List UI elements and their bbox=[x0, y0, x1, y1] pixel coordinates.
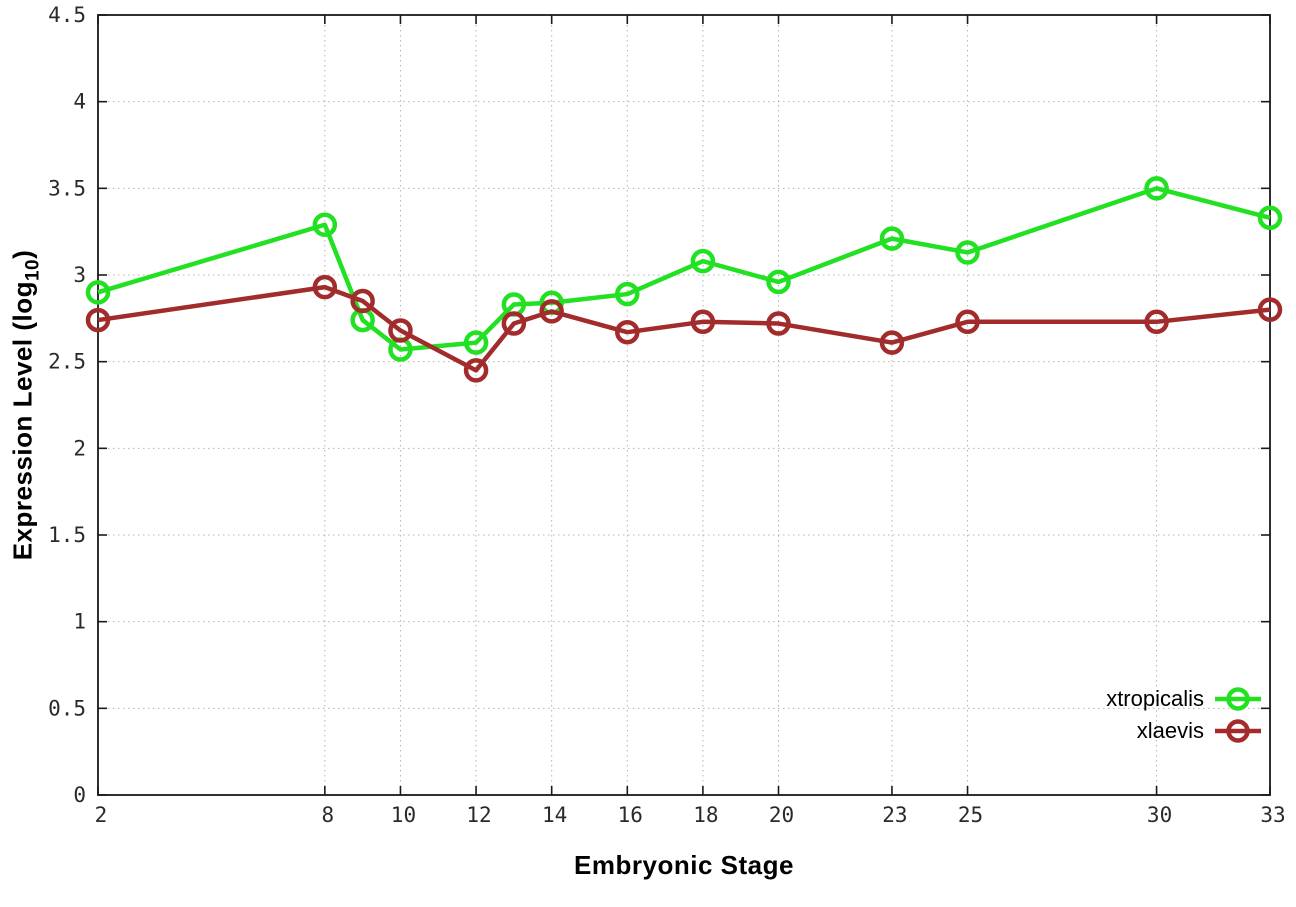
x-tick-label-18: 18 bbox=[693, 803, 718, 827]
y-tick-label-0.5: 0.5 bbox=[48, 696, 86, 720]
series-xlaevis-marker-2 bbox=[85, 307, 111, 333]
legend: xtropicalis xlaevis bbox=[1106, 684, 1262, 746]
y-tick-label-4: 4 bbox=[73, 90, 86, 114]
series-xlaevis-marker-9 bbox=[350, 288, 375, 314]
y-tick-label-1: 1 bbox=[73, 610, 86, 634]
series-xtropicalis-marker-30 bbox=[1144, 176, 1169, 201]
series-xlaevis-marker-14 bbox=[539, 299, 564, 324]
series-xtropicalis-marker-20 bbox=[766, 269, 791, 295]
x-tick-label-14: 14 bbox=[542, 803, 567, 827]
series-xlaevis-marker-8 bbox=[312, 274, 338, 300]
y-tick-label-0: 0 bbox=[73, 783, 86, 807]
legend-label-xtropicalis: xtropicalis bbox=[1106, 686, 1204, 711]
y-tick-label-3.5: 3.5 bbox=[48, 176, 86, 200]
y-tick-label-1.5: 1.5 bbox=[48, 523, 86, 547]
y-tick-label-2.5: 2.5 bbox=[48, 350, 86, 374]
series-xtropicalis-marker-12 bbox=[463, 330, 489, 355]
legend-marker-xlaevis bbox=[1215, 719, 1261, 743]
y-axis-title: Expression Level (log10) bbox=[8, 250, 45, 561]
series-xlaevis-line bbox=[97, 284, 1271, 373]
y-axis-title-suffix: ) bbox=[7, 249, 38, 259]
y-axis-title-subscript: 10 bbox=[22, 258, 44, 282]
y-tick-label-2: 2 bbox=[73, 436, 86, 460]
series-xtropicalis-marker-2 bbox=[85, 280, 111, 305]
legend-item-xlaevis: xlaevis bbox=[1137, 716, 1262, 746]
series-xlaevis-marker-20 bbox=[766, 311, 791, 336]
x-tick-label-20: 20 bbox=[769, 803, 794, 827]
x-tick-label-12: 12 bbox=[466, 803, 491, 827]
series-xlaevis-marker-25 bbox=[955, 309, 980, 335]
series-xlaevis-marker-10 bbox=[388, 318, 413, 343]
x-axis-title: Embryonic Stage bbox=[574, 850, 794, 880]
series-xlaevis-marker-33 bbox=[1257, 297, 1283, 322]
series-xlaevis-marker-18 bbox=[690, 309, 716, 335]
x-tick-label-10: 10 bbox=[391, 803, 416, 827]
x-tick-label-2: 2 bbox=[95, 803, 108, 827]
x-tick-label-23: 23 bbox=[882, 803, 907, 827]
legend-marker-xtropicalis bbox=[1215, 687, 1261, 711]
legend-label-xlaevis: xlaevis bbox=[1136, 718, 1204, 743]
legend-item-xtropicalis: xtropicalis bbox=[1106, 684, 1262, 714]
series-xtropicalis-marker-33 bbox=[1257, 205, 1283, 231]
y-axis-title-text: Expression Level (log bbox=[7, 281, 38, 561]
y-tick-label-4.5: 4.5 bbox=[48, 3, 86, 27]
series-xtropicalis-marker-16 bbox=[615, 281, 640, 307]
x-tick-label-33: 33 bbox=[1260, 803, 1285, 827]
series-xlaevis-marker-13 bbox=[501, 311, 527, 336]
series-xlaevis-marker-30 bbox=[1144, 309, 1169, 335]
x-tick-label-30: 30 bbox=[1147, 803, 1172, 827]
series-xtropicalis-marker-23 bbox=[879, 226, 905, 251]
series-xlaevis-marker-12 bbox=[463, 358, 489, 383]
x-tick-label-8: 8 bbox=[322, 803, 335, 827]
plot-border bbox=[97, 14, 1271, 796]
series-xlaevis-marker-16 bbox=[615, 319, 640, 345]
series-xlaevis-marker-23 bbox=[879, 330, 905, 355]
x-tick-label-25: 25 bbox=[958, 803, 983, 827]
y-tick-label-3: 3 bbox=[73, 263, 86, 287]
series-xtropicalis-marker-25 bbox=[955, 240, 980, 265]
series-xtropicalis-marker-18 bbox=[690, 248, 716, 274]
x-tick-label-16: 16 bbox=[618, 803, 643, 827]
series-xtropicalis-marker-8 bbox=[312, 212, 338, 237]
